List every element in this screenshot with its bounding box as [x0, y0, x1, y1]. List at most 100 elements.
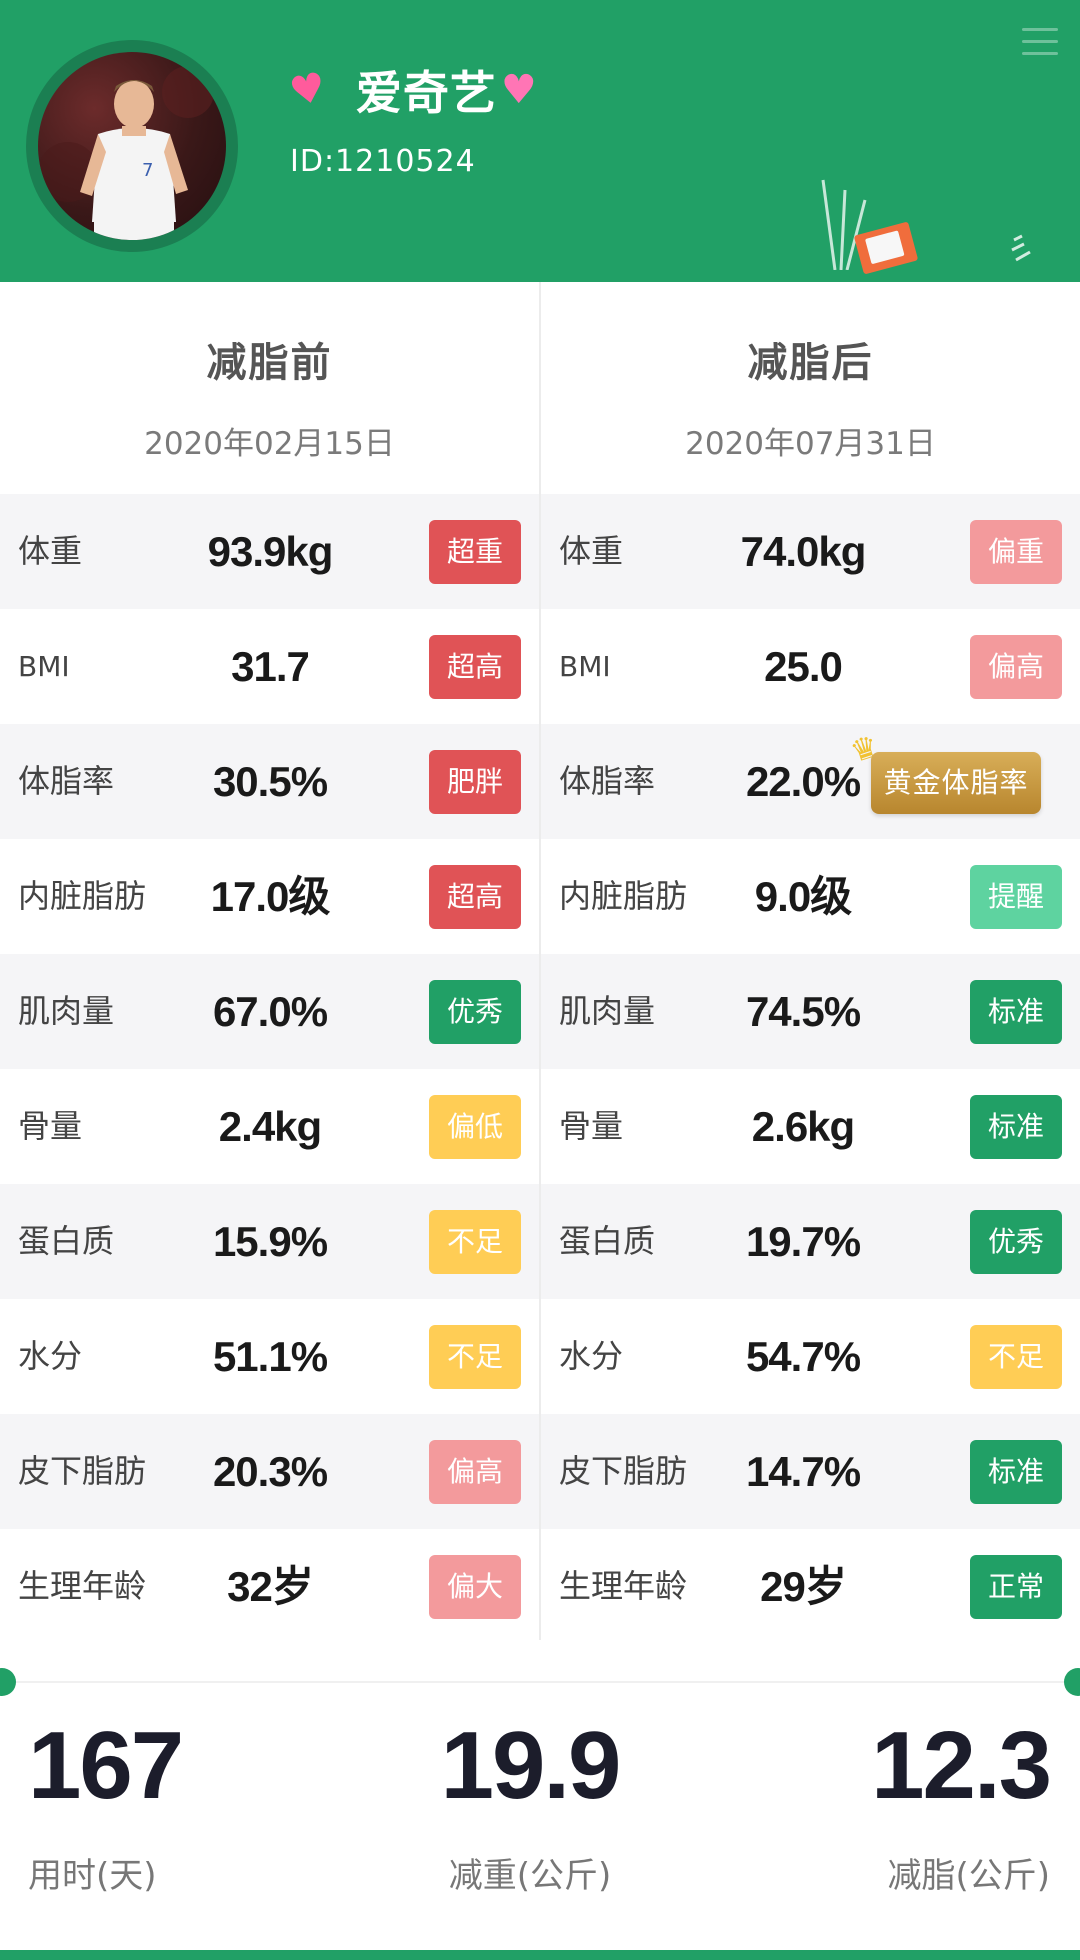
bottom-bar — [0, 1950, 1080, 1960]
metric-label: 水分 — [559, 1337, 624, 1375]
metric-label: 体重 — [559, 532, 624, 570]
metric-label: 肌肉量 — [559, 992, 656, 1030]
metric-row-body-fat: 体脂率 30.5% 肥胖 — [0, 724, 539, 839]
username: 爱奇艺 — [355, 66, 497, 120]
metric-value: 74.0kg — [740, 528, 867, 575]
metric-value: 20.3% — [212, 1448, 328, 1495]
hearts-icon: ♥ — [285, 63, 331, 117]
metric-value: 31.7 — [231, 643, 310, 690]
metric-value: 51.1% — [212, 1333, 328, 1380]
menu-icon[interactable] — [1022, 28, 1058, 64]
metric-label: 肌肉量 — [18, 992, 115, 1030]
stat-days-label: 用时(天) — [28, 1856, 157, 1896]
metric-value: 9.0级 — [754, 873, 852, 920]
after-column-header: 减脂后 2020年07月31日 — [541, 282, 1080, 494]
username-row: ♥ 爱奇艺 ♥ — [286, 50, 537, 130]
golden-body-fat-badge: 黄金体脂率 — [871, 752, 1041, 814]
metric-label: 体脂率 — [18, 762, 115, 800]
avatar-frame: 7 — [26, 40, 238, 252]
metric-value: 74.5% — [745, 988, 861, 1035]
metric-label: 蛋白质 — [559, 1222, 656, 1260]
status-badge: 不足 — [429, 1325, 521, 1389]
stat-fat-lost: 12.3 减脂(公斤) — [871, 1712, 1052, 1897]
after-date: 2020年07月31日 — [685, 426, 936, 462]
metric-label: 内脏脂肪 — [559, 877, 688, 915]
metric-value: 67.0% — [212, 988, 328, 1035]
metric-value: 2.6kg — [751, 1103, 855, 1150]
metric-label: 水分 — [18, 1337, 83, 1375]
stat-fat-lost-label: 减脂(公斤) — [887, 1856, 1050, 1896]
metric-value: 32岁 — [227, 1563, 314, 1610]
metric-row-muscle: 肌肉量 67.0% 优秀 — [0, 954, 539, 1069]
metric-row-visceral-fat: 内脏脂肪 17.0级 超高 — [0, 839, 539, 954]
ticket-notch-left — [0, 1668, 16, 1696]
metric-label: 蛋白质 — [18, 1222, 115, 1260]
metric-label: 体重 — [18, 532, 83, 570]
metric-row-protein: 蛋白质 19.7% 优秀 — [541, 1184, 1080, 1299]
metric-label: 皮下脂肪 — [18, 1452, 147, 1490]
status-badge: 不足 — [970, 1325, 1062, 1389]
stat-weight-lost-value: 19.9 — [440, 1712, 622, 1819]
basketball-player-icon: 7 — [38, 66, 214, 240]
before-metrics-list: 体重 93.9kg 超重 BMI 31.7 超高 体脂率 30.5% 肥胖 内脏… — [0, 494, 539, 1644]
metric-label: 体脂率 — [559, 762, 656, 800]
status-badge: 偏低 — [429, 1095, 521, 1159]
column-divider — [539, 282, 541, 1640]
metric-value: 17.0级 — [210, 873, 331, 920]
stat-fat-lost-value: 12.3 — [871, 1712, 1052, 1819]
metric-label: 骨量 — [18, 1107, 83, 1145]
metric-row-protein: 蛋白质 15.9% 不足 — [0, 1184, 539, 1299]
metric-row-body-age: 生理年龄 32岁 偏大 — [0, 1529, 539, 1644]
metric-label: 骨量 — [559, 1107, 624, 1145]
metric-label: 内脏脂肪 — [18, 877, 147, 915]
status-badge: 标准 — [970, 1095, 1062, 1159]
metric-row-weight: 体重 74.0kg 偏重 — [541, 494, 1080, 609]
metric-row-bone: 骨量 2.4kg 偏低 — [0, 1069, 539, 1184]
status-badge: 提醒 — [970, 865, 1062, 929]
metric-row-visceral-fat: 内脏脂肪 9.0级 提醒 — [541, 839, 1080, 954]
status-badge: 偏重 — [970, 520, 1062, 584]
stat-days-value: 167 — [28, 1712, 184, 1819]
metric-row-muscle: 肌肉量 74.5% 标准 — [541, 954, 1080, 1069]
metric-row-bmi: BMI 31.7 超高 — [0, 609, 539, 724]
status-badge: 优秀 — [429, 980, 521, 1044]
metric-value: 29岁 — [760, 1563, 847, 1610]
metric-label: 生理年龄 — [559, 1567, 688, 1605]
status-badge: 不足 — [429, 1210, 521, 1274]
status-badge: 正常 — [970, 1555, 1062, 1619]
status-badge: 偏高 — [429, 1440, 521, 1504]
metric-label: BMI — [18, 650, 70, 683]
before-column-header: 减脂前 2020年02月15日 — [0, 282, 539, 494]
metric-row-water: 水分 51.1% 不足 — [0, 1299, 539, 1414]
metric-row-subcutaneous-fat: 皮下脂肪 20.3% 偏高 — [0, 1414, 539, 1529]
stat-weight-lost-label: 减重(公斤) — [448, 1856, 612, 1896]
before-date: 2020年02月15日 — [144, 426, 395, 462]
metric-label: 生理年龄 — [18, 1567, 147, 1605]
metric-value: 14.7% — [745, 1448, 861, 1495]
status-badge: 偏高 — [970, 635, 1062, 699]
after-metrics-list: 体重 74.0kg 偏重 BMI 25.0 偏高 体脂率 22.0% ♛ 黄金体… — [541, 494, 1080, 1644]
metric-label: BMI — [559, 650, 611, 683]
status-badge: 优秀 — [970, 1210, 1062, 1274]
stat-weight-lost: 19.9 减重(公斤) — [440, 1712, 622, 1897]
metric-row-subcutaneous-fat: 皮下脂肪 14.7% 标准 — [541, 1414, 1080, 1529]
metric-row-bone: 骨量 2.6kg 标准 — [541, 1069, 1080, 1184]
status-badge: 超重 — [429, 520, 521, 584]
user-id: ID:1210524 — [290, 144, 476, 179]
metric-value: 2.4kg — [218, 1103, 322, 1150]
metric-value: 54.7% — [745, 1333, 861, 1380]
metric-value: 22.0% — [745, 758, 861, 805]
metric-label: 皮下脂肪 — [559, 1452, 688, 1490]
metric-row-body-age: 生理年龄 29岁 正常 — [541, 1529, 1080, 1644]
after-title: 减脂后 — [747, 340, 874, 386]
metric-value: 19.7% — [745, 1218, 861, 1265]
status-badge: 偏大 — [429, 1555, 521, 1619]
metric-value: 30.5% — [212, 758, 328, 805]
avatar[interactable]: 7 — [38, 52, 226, 240]
metric-row-body-fat: 体脂率 22.0% ♛ 黄金体脂率 — [541, 724, 1080, 839]
svg-text:7: 7 — [142, 160, 153, 181]
summary-divider — [0, 1681, 1080, 1683]
ticket-notch-right — [1064, 1668, 1080, 1696]
metric-row-bmi: BMI 25.0 偏高 — [541, 609, 1080, 724]
status-badge: 超高 — [429, 635, 521, 699]
